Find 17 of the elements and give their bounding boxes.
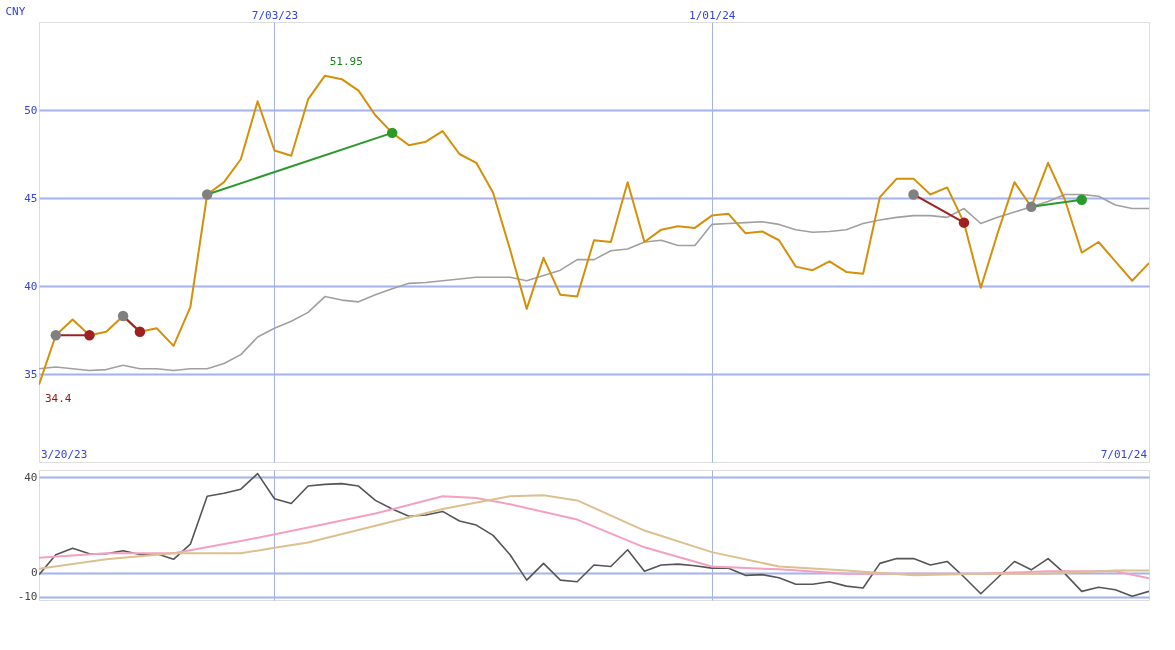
x-tick-label: 7/03/23 — [251, 8, 299, 22]
annotation: 34.4 — [45, 391, 72, 405]
y-tick-label: 40 — [24, 470, 38, 484]
y-tick-label: -10 — [17, 590, 38, 604]
line-series — [39, 193, 1149, 372]
line-series — [39, 472, 1149, 597]
y-tick-label: 40 — [24, 279, 38, 293]
line-series — [39, 74, 1149, 386]
y-tick-label: 50 — [24, 103, 38, 117]
y-axis-title: CNY — [5, 4, 26, 18]
x-tick-label: 1/01/24 — [689, 8, 736, 22]
annotation: 51.95 — [329, 54, 363, 68]
annotation: 7/01/24 — [1100, 448, 1148, 461]
y-tick-label: 45 — [24, 191, 38, 205]
annotation: 3/20/23 — [41, 448, 88, 461]
y-tick-label: 0 — [30, 566, 38, 580]
y-tick-label: 35 — [24, 367, 38, 381]
